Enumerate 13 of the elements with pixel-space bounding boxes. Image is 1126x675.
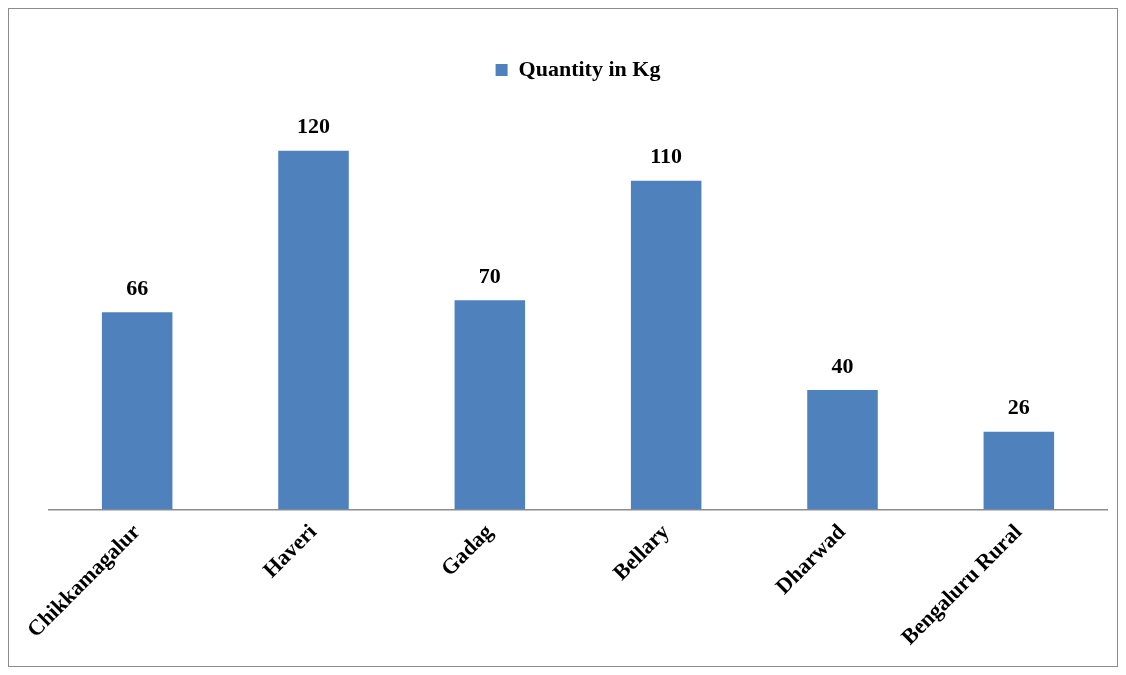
data-label: 110 [650, 143, 683, 169]
data-label: 40 [831, 352, 854, 378]
bar [630, 180, 702, 510]
bar [278, 150, 349, 510]
bar [101, 312, 173, 510]
data-label: 120 [297, 113, 330, 139]
data-label: 66 [126, 274, 149, 300]
bar [454, 300, 526, 510]
data-label: 26 [1007, 394, 1030, 420]
bar [983, 431, 1055, 510]
data-label: 70 [478, 262, 501, 288]
legend-label: Quantity in Kg [518, 55, 661, 81]
bar [807, 389, 878, 510]
